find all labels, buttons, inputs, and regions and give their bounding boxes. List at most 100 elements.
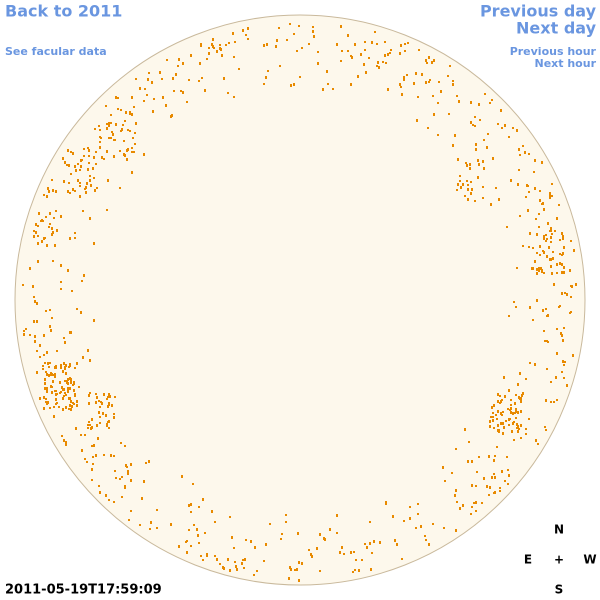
facula: [290, 568, 292, 571]
facula: [55, 190, 57, 193]
facula: [528, 246, 530, 248]
previous-hour-link[interactable]: Previous hour: [510, 45, 597, 58]
facula: [426, 62, 428, 64]
facula: [313, 35, 315, 38]
facula: [223, 567, 225, 570]
facula: [536, 233, 538, 236]
facula: [293, 33, 295, 35]
facula: [456, 501, 458, 503]
facula: [267, 70, 269, 72]
facula: [99, 146, 101, 149]
previous-day-link[interactable]: Previous day: [480, 2, 597, 21]
facula: [556, 352, 558, 355]
facula: [447, 75, 449, 77]
facula: [126, 158, 128, 161]
facula: [65, 394, 67, 396]
facula: [469, 163, 471, 166]
facula: [98, 400, 100, 402]
facula: [90, 427, 92, 430]
next-hour-link[interactable]: Next hour: [535, 57, 597, 70]
facula: [65, 406, 67, 409]
facula: [385, 501, 387, 504]
facula: [541, 161, 543, 164]
facula: [49, 223, 51, 225]
facula: [377, 61, 379, 64]
facula: [52, 231, 54, 234]
facula: [497, 400, 499, 402]
facula: [103, 393, 105, 396]
facular-data-link[interactable]: See facular data: [5, 45, 107, 58]
facula: [545, 308, 547, 310]
facula: [543, 235, 545, 238]
facula: [433, 113, 435, 116]
facula: [385, 62, 387, 64]
facula: [350, 55, 352, 57]
facula: [89, 359, 91, 362]
facula: [89, 175, 91, 177]
facula: [510, 407, 512, 410]
facula: [36, 371, 38, 374]
facula: [148, 460, 150, 463]
facula: [532, 267, 534, 270]
facula: [89, 424, 91, 426]
facula: [41, 240, 43, 243]
facula: [519, 215, 521, 217]
next-day-link[interactable]: Next day: [516, 19, 597, 38]
facula: [543, 208, 545, 211]
facula: [101, 402, 103, 405]
facula: [172, 77, 174, 80]
facula: [538, 267, 540, 270]
facula: [497, 424, 499, 427]
facula: [113, 416, 115, 419]
facula: [508, 424, 510, 426]
facula: [66, 164, 68, 166]
facula: [290, 84, 292, 87]
facula: [569, 269, 571, 272]
facula: [454, 494, 456, 497]
facula: [323, 537, 325, 540]
facula: [108, 427, 110, 429]
back-year-link[interactable]: Back to 2011: [5, 2, 122, 21]
facula: [528, 153, 530, 155]
facula: [336, 532, 338, 534]
facula: [343, 553, 345, 555]
facula: [516, 423, 518, 426]
facula: [464, 195, 466, 197]
facula: [178, 545, 180, 548]
facula: [115, 96, 117, 99]
facula: [566, 293, 568, 296]
facula: [130, 510, 132, 512]
facula: [212, 45, 214, 48]
facula: [392, 515, 394, 518]
facula: [276, 39, 278, 42]
facula: [66, 380, 68, 383]
facula: [86, 182, 88, 185]
facula: [354, 569, 356, 571]
facula: [278, 27, 280, 29]
facula: [196, 528, 198, 531]
facula: [180, 90, 182, 92]
facula: [124, 154, 126, 157]
facula: [39, 356, 41, 358]
facula: [51, 179, 53, 181]
facula: [74, 237, 76, 239]
facula: [144, 88, 146, 90]
facula: [52, 260, 54, 262]
facula: [84, 434, 86, 436]
facula: [89, 392, 91, 394]
facula: [492, 412, 494, 414]
facula: [245, 34, 247, 36]
facula: [76, 400, 78, 403]
facula: [454, 134, 456, 137]
facula: [404, 50, 406, 52]
facula: [78, 386, 80, 388]
facula: [499, 490, 501, 492]
facula: [99, 406, 101, 408]
facula: [542, 202, 544, 205]
facula: [563, 327, 565, 329]
facula: [227, 92, 229, 94]
facula: [504, 124, 506, 127]
facula: [83, 148, 85, 150]
facula: [539, 254, 541, 256]
